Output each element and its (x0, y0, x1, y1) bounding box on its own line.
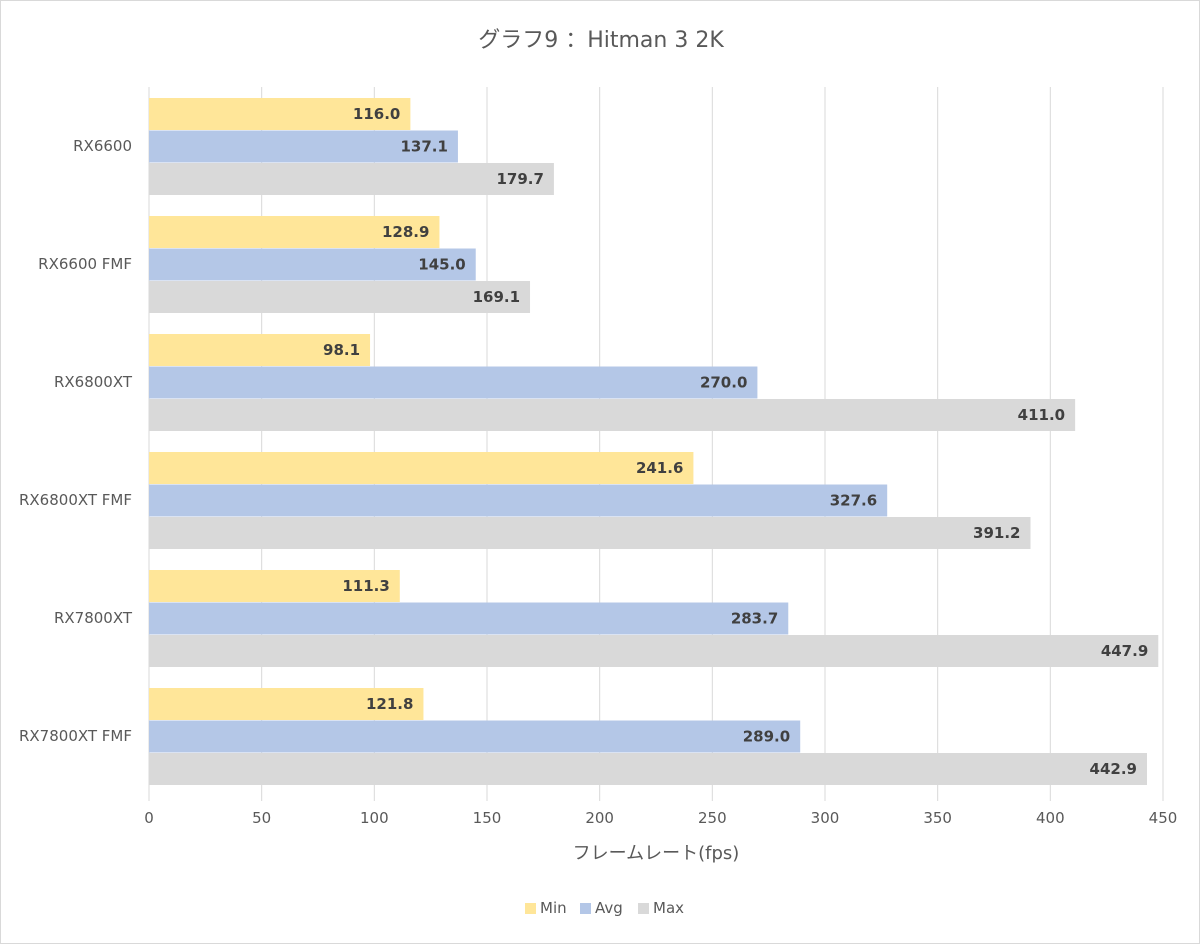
legend: Min Avg Max (525, 899, 684, 917)
x-tick-label: 150 (473, 809, 502, 827)
data-label: 137.1 (400, 138, 447, 156)
legend-swatch-max (638, 903, 649, 914)
data-label: 442.9 (1090, 760, 1137, 778)
x-tick-label: 0 (144, 809, 154, 827)
gridlines (148, 87, 1164, 801)
x-tick-label: 50 (252, 809, 271, 827)
data-label: 241.6 (636, 459, 683, 477)
legend-label: Min (540, 899, 567, 917)
x-tick-label: 250 (698, 809, 727, 827)
data-label: 447.9 (1101, 642, 1148, 660)
category-label: RX7800XT (54, 609, 133, 627)
bar-min (149, 688, 424, 720)
x-tick-label: 100 (360, 809, 389, 827)
bar-min (149, 334, 371, 366)
data-label: 289.0 (743, 728, 790, 746)
bar-avg (149, 484, 888, 517)
x-tick-label: 300 (811, 809, 840, 827)
data-label: 270.0 (700, 374, 747, 392)
legend-label: Avg (595, 899, 623, 917)
category-label: RX6600 (73, 137, 132, 155)
category-label: RX6800XT FMF (19, 491, 132, 509)
legend-label: Max (653, 899, 684, 917)
x-axis-label: フレームレート(fps) (573, 843, 740, 864)
bar-max (149, 517, 1031, 549)
bar-min (149, 452, 694, 484)
data-label: 116.0 (353, 105, 400, 123)
data-label: 128.9 (382, 223, 429, 241)
bar-avg (149, 130, 458, 163)
bar-max (149, 163, 554, 195)
data-label: 391.2 (973, 524, 1020, 542)
legend-swatch-min (525, 903, 536, 914)
bar-min (149, 98, 411, 130)
bar-avg (149, 248, 476, 281)
x-tick-label: 350 (923, 809, 952, 827)
bar-avg (149, 602, 789, 635)
legend-swatch-avg (580, 903, 591, 914)
bar-max (149, 635, 1159, 667)
x-tick-labels: 0 50 100 150 200 250 300 350 400 450 (144, 809, 1177, 827)
data-label: 283.7 (731, 610, 778, 628)
bar-max (149, 753, 1148, 785)
data-label: 169.1 (473, 288, 520, 306)
data-label: 121.8 (366, 695, 413, 713)
bar-avg (149, 366, 758, 399)
category-label: RX7800XT FMF (19, 727, 132, 745)
x-tick-label: 200 (585, 809, 614, 827)
chart-title: グラフ9 ：Hitman 3 2K (478, 28, 724, 53)
x-tick-label: 400 (1036, 809, 1065, 827)
data-label: 98.1 (323, 341, 360, 359)
bar-max (149, 399, 1076, 431)
data-label: 179.7 (496, 170, 543, 188)
category-labels: RX6600 RX6600 FMF RX6800XT RX6800XT FMF RX78… (19, 137, 133, 745)
data-label: 145.0 (418, 256, 465, 274)
data-label: 411.0 (1018, 406, 1065, 424)
bar-min (149, 570, 400, 602)
data-label: 111.3 (342, 577, 389, 595)
category-label: RX6600 FMF (38, 255, 132, 273)
bar-avg (149, 720, 801, 753)
data-label: 327.6 (830, 492, 877, 510)
category-label: RX6800XT (54, 373, 133, 391)
bar-min (149, 216, 440, 248)
bar-max (149, 281, 531, 313)
x-tick-label: 450 (1149, 809, 1178, 827)
